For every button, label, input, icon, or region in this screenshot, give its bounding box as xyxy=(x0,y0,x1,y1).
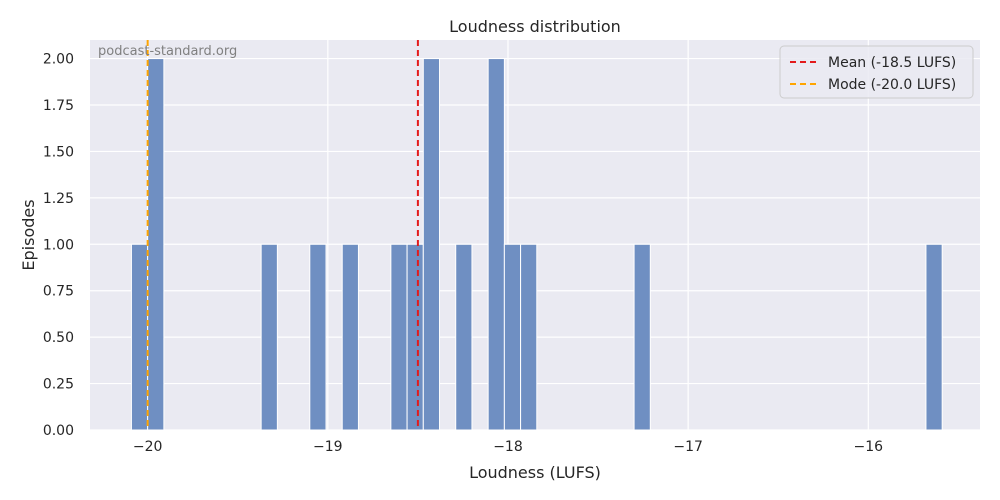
y-tick-label: 1.00 xyxy=(43,237,74,253)
x-tick-label: −20 xyxy=(133,439,163,455)
histogram-bar xyxy=(406,243,424,431)
legend-mean-label: Mean (-18.5 LUFS) xyxy=(828,55,956,71)
y-tick-label: 1.50 xyxy=(43,144,74,160)
x-tick-label: −18 xyxy=(493,439,523,455)
x-tick-label: −17 xyxy=(673,439,703,455)
histogram-bar xyxy=(925,243,943,431)
histogram-bar xyxy=(487,58,505,431)
histogram-bar xyxy=(422,58,441,431)
y-tick-label: 1.25 xyxy=(43,191,74,207)
histogram-bar xyxy=(503,243,522,431)
x-tick-label: −16 xyxy=(854,439,884,455)
reference-lines xyxy=(146,40,419,430)
histogram-bar xyxy=(341,243,359,431)
histogram-bar xyxy=(390,243,408,431)
watermark-text: podcast-standard.org xyxy=(98,44,237,59)
y-tick-label: 0.75 xyxy=(43,284,74,300)
legend-mode-label: Mode (-20.0 LUFS) xyxy=(828,77,956,93)
x-tick-label: −19 xyxy=(313,439,343,455)
y-tick-label: 1.75 xyxy=(43,98,74,114)
histogram-bar xyxy=(633,243,651,431)
y-axis-title: Episodes xyxy=(19,199,38,270)
histogram-bar xyxy=(130,243,149,431)
y-tick-label: 0.50 xyxy=(43,330,74,346)
x-axis-title: Loudness (LUFS) xyxy=(469,463,601,482)
y-tick-label: 2.00 xyxy=(43,52,74,68)
y-tick-label: 0.00 xyxy=(43,423,74,439)
chart-title: Loudness distribution xyxy=(449,17,621,36)
histogram-bar xyxy=(309,243,327,431)
histogram-bar xyxy=(455,243,473,431)
legend: Mean (-18.5 LUFS) Mode (-20.0 LUFS) xyxy=(779,45,974,99)
histogram-bar xyxy=(260,243,278,431)
legend-box xyxy=(779,45,974,99)
y-tick-label: 0.25 xyxy=(43,377,74,393)
x-axis-ticks: −20 −19 −18 −17 −16 xyxy=(133,439,883,455)
histogram-bar xyxy=(520,243,538,431)
histogram-bar xyxy=(147,58,165,431)
histogram-bars xyxy=(130,58,943,431)
y-axis-ticks: 0.00 0.25 0.50 0.75 1.00 1.25 1.50 1.75 2.00 xyxy=(43,52,74,439)
